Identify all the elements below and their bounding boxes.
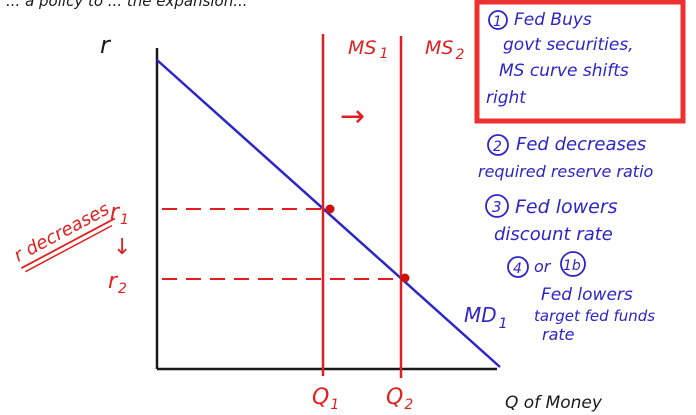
- equilibrium-point-2: [400, 273, 410, 283]
- r-decreases-underline-1: [20, 217, 116, 269]
- note-1b-badge: [560, 251, 586, 277]
- r1-label: r1: [110, 200, 129, 228]
- q2-label: Q2: [386, 385, 413, 413]
- md-curve: [156, 59, 501, 368]
- y-axis-label: r: [100, 31, 112, 59]
- note-3-line-2: discount rate: [494, 224, 613, 245]
- header-fragment: ... a policy to ... the expansion...: [6, 0, 248, 10]
- note-2-line-2: required reserve ratio: [478, 162, 654, 181]
- note-4-line-2: target fed funds: [534, 307, 655, 325]
- note-4-or: or: [534, 257, 552, 276]
- note-1b-number: 1b: [563, 258, 581, 274]
- q1-label: Q1: [312, 385, 339, 413]
- note-2-badge: [487, 134, 509, 156]
- note-1-number: 1: [493, 14, 502, 30]
- note-1-line-3: MS curve shifts: [499, 61, 629, 81]
- note-4-line-3: rate: [542, 325, 575, 344]
- note-2-number: 2: [493, 139, 502, 155]
- x-axis-label: Q of Money: [505, 393, 603, 413]
- r-decreases-note: r decreases: [10, 199, 116, 273]
- shift-right-arrow: →: [340, 99, 365, 134]
- note-2-line-1: Fed decreases: [516, 134, 646, 155]
- note-1-line-1: Fed Buys: [514, 10, 592, 30]
- ms1-label: MS 1: [348, 37, 388, 62]
- equilibrium-point-1: [325, 204, 335, 214]
- note-1-badge: [488, 10, 508, 30]
- note-4-badge: [507, 256, 529, 278]
- r-decreases-underline-2: [25, 224, 113, 273]
- note-3-badge: [485, 194, 509, 218]
- md-label: MD 1: [464, 303, 508, 332]
- note-1-line-2: govt securities,: [503, 35, 634, 55]
- note-3-line-1: Fed lowers: [515, 196, 618, 218]
- note-4-line-1: Fed lowers: [541, 285, 633, 305]
- note-4-number: 4: [513, 261, 522, 277]
- rate-down-arrow: ↓: [113, 235, 131, 260]
- note-1-line-4: right: [486, 88, 527, 108]
- highlight-box: [474, 0, 686, 124]
- r2-label: r2: [108, 269, 127, 297]
- ms2-label: MS 2: [425, 37, 464, 63]
- note-3-number: 3: [492, 198, 502, 216]
